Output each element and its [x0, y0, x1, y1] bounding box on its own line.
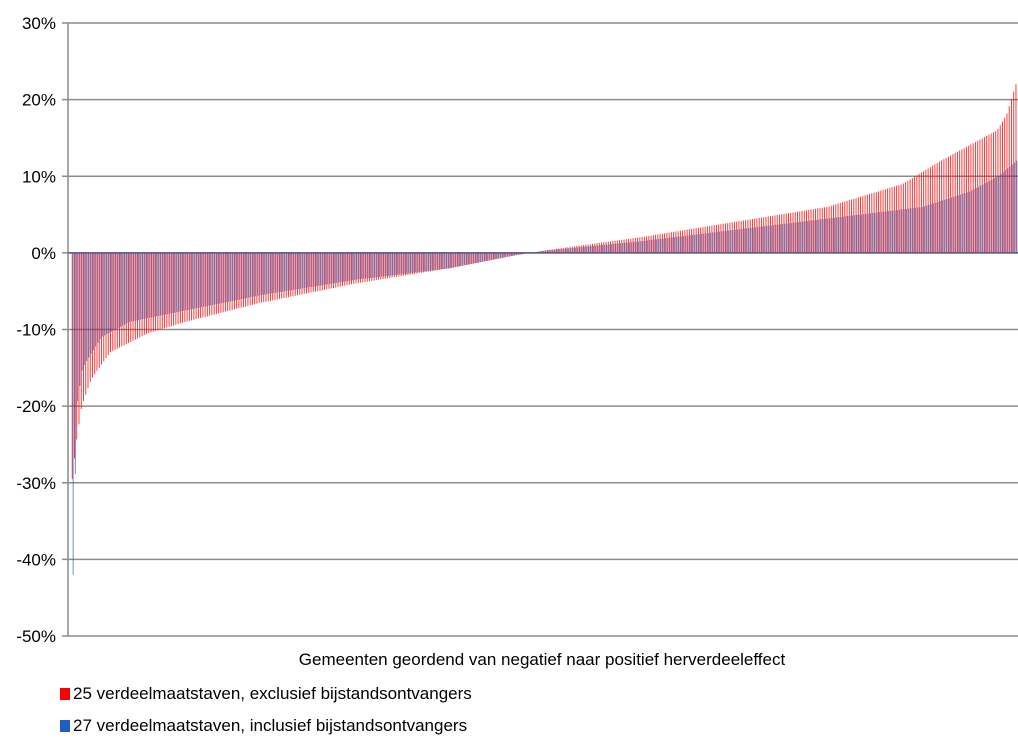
legend-swatch-blue: [60, 720, 70, 732]
y-tick-labels: -50% -40% -30% -20% -10% 0% 10% 20% 30%: [16, 14, 56, 646]
gridlines: [62, 22, 1018, 637]
legend-item-series-2: 27 verdeelmaatstaven, inclusief bijstand…: [60, 716, 467, 736]
y-tick-label: -50%: [16, 627, 56, 646]
y-tick-label: 0%: [31, 244, 56, 263]
y-tick-label: -40%: [16, 550, 56, 569]
x-axis-title: Gemeenten geordend van negatief naar pos…: [299, 650, 786, 669]
legend-item-series-1: 25 verdeelmaatstaven, exclusief bijstand…: [60, 684, 472, 704]
legend-label-series-1: 25 verdeelmaatstaven, exclusief bijstand…: [73, 684, 472, 703]
y-tick-label: 20%: [22, 91, 56, 110]
y-tick-label: -10%: [16, 321, 56, 340]
axes: [67, 23, 1018, 636]
y-tick-label: 10%: [22, 167, 56, 186]
y-tick-label: -20%: [16, 397, 56, 416]
y-tick-label: 30%: [22, 14, 56, 33]
legend-label-series-2: 27 verdeelmaatstaven, inclusief bijstand…: [73, 716, 468, 735]
legend-swatch-red: [60, 688, 70, 700]
y-tick-label: -30%: [16, 474, 56, 493]
